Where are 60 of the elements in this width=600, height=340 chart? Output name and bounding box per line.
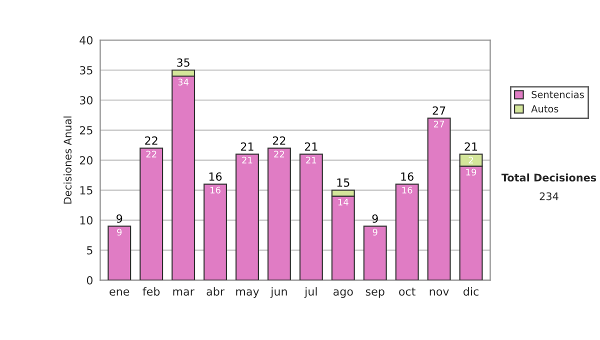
data-label: 9 xyxy=(372,228,378,236)
y-tick-label: 35 xyxy=(80,66,92,75)
bar xyxy=(140,148,164,280)
y-tick-label: 0 xyxy=(86,276,93,285)
data-label: 16 xyxy=(210,186,220,194)
data-label: 16 xyxy=(402,186,412,194)
total-label: 35 xyxy=(177,58,190,67)
y-tick-label: 20 xyxy=(80,156,93,165)
x-tick-label: oct xyxy=(399,288,416,296)
bar xyxy=(363,226,387,280)
total-label: 22 xyxy=(145,136,158,145)
total-label: 21 xyxy=(464,142,478,151)
text: 234 xyxy=(540,192,558,200)
bar xyxy=(395,184,419,280)
x-tick-label: nov xyxy=(430,289,449,296)
y-tick-label: 15 xyxy=(80,186,92,195)
bar xyxy=(427,118,451,280)
x-tick-label: mar xyxy=(173,289,194,296)
bar xyxy=(299,154,323,280)
total-label: 27 xyxy=(432,106,446,115)
bar xyxy=(108,226,132,280)
data-label: 21 xyxy=(242,156,252,164)
bar xyxy=(267,148,291,280)
total-label: 22 xyxy=(272,136,286,145)
bar xyxy=(204,184,228,280)
data-label: 21 xyxy=(306,156,316,164)
x-tick-label: abr xyxy=(206,287,224,296)
data-label: 9 xyxy=(117,228,122,236)
y-tick-label: 40 xyxy=(80,36,93,44)
data-label: 27 xyxy=(434,120,444,128)
total-label: 15 xyxy=(337,178,350,187)
x-tick-label: ago xyxy=(333,289,353,298)
legend-label: Sentencias xyxy=(532,90,584,98)
x-tick-label: sep xyxy=(366,289,384,298)
legend-label: Autos xyxy=(531,105,558,112)
text: Total Decisiones xyxy=(501,173,596,182)
y-axis-title: Decisiones Anual xyxy=(63,116,72,204)
total-label: 16 xyxy=(209,172,222,181)
total-label: 16 xyxy=(401,172,414,181)
data-label: 34 xyxy=(178,78,189,86)
data-label: 14 xyxy=(338,198,348,206)
x-tick-label: dic xyxy=(464,287,478,296)
bar xyxy=(236,154,259,280)
data-label: 19 xyxy=(466,168,476,176)
x-tick-label: may xyxy=(236,289,260,298)
x-tick-label: jul xyxy=(304,287,317,298)
x-tick-label: feb xyxy=(142,287,160,296)
y-tick-label: 30 xyxy=(80,96,93,105)
total-label: 9 xyxy=(372,214,378,223)
data-label: 2 xyxy=(468,156,473,164)
total-label: 21 xyxy=(240,142,254,151)
data-label: 22 xyxy=(146,150,156,158)
total-label: 21 xyxy=(304,142,318,151)
x-tick-label: jun xyxy=(270,287,287,298)
y-tick-label: 10 xyxy=(80,216,93,225)
data-label: 22 xyxy=(274,150,284,158)
y-tick-label: 5 xyxy=(87,246,92,255)
total-label: 9 xyxy=(116,214,122,223)
y-tick-label: 25 xyxy=(80,126,92,135)
x-tick-label: ene xyxy=(110,289,130,296)
